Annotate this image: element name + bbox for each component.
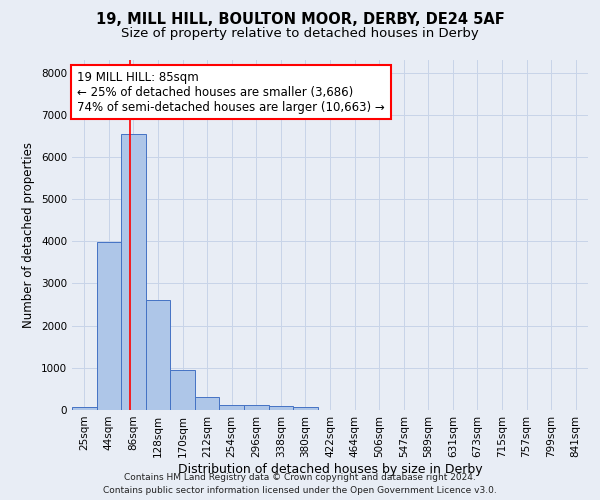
- Bar: [97, 242, 121, 410]
- Bar: [220, 404, 244, 410]
- Bar: [269, 406, 293, 410]
- Text: 19, MILL HILL, BOULTON MOOR, DERBY, DE24 5AF: 19, MILL HILL, BOULTON MOOR, DERBY, DE24…: [95, 12, 505, 28]
- Bar: [72, 407, 97, 410]
- Bar: [195, 397, 220, 410]
- Text: 19 MILL HILL: 85sqm
← 25% of detached houses are smaller (3,686)
74% of semi-det: 19 MILL HILL: 85sqm ← 25% of detached ho…: [77, 70, 385, 114]
- Text: Contains HM Land Registry data © Crown copyright and database right 2024.
Contai: Contains HM Land Registry data © Crown c…: [103, 473, 497, 495]
- Bar: [170, 370, 195, 410]
- Bar: [244, 406, 269, 410]
- Y-axis label: Number of detached properties: Number of detached properties: [22, 142, 35, 328]
- Text: Size of property relative to detached houses in Derby: Size of property relative to detached ho…: [121, 28, 479, 40]
- Bar: [293, 407, 318, 410]
- Bar: [121, 134, 146, 410]
- X-axis label: Distribution of detached houses by size in Derby: Distribution of detached houses by size …: [178, 462, 482, 475]
- Bar: [146, 300, 170, 410]
